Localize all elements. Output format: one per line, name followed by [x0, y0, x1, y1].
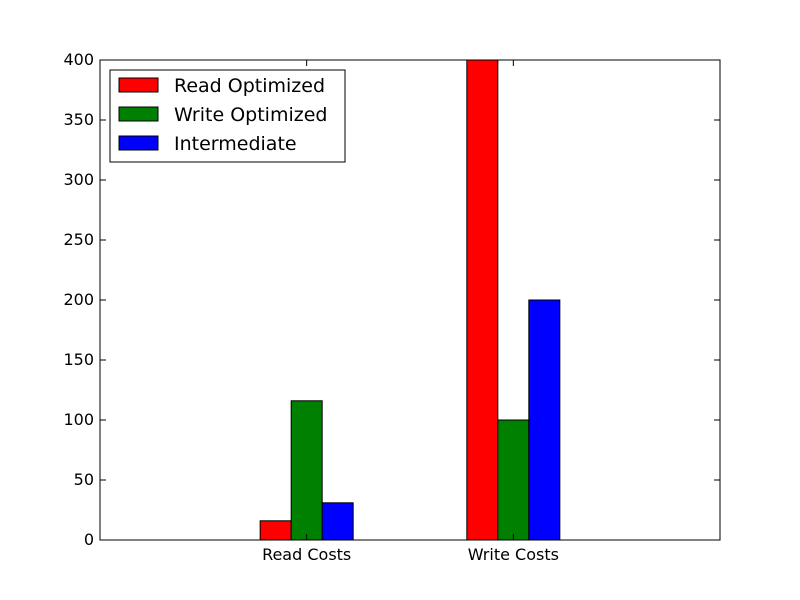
ticks-layer: 0 50 100 150 200 250 300 350 400 Read Costs Write …	[63, 50, 720, 564]
bar-write-optimized-read-costs	[290, 400, 323, 541]
bar-read-optimized-read-costs	[259, 520, 292, 541]
bar-intermediate-write-costs	[528, 299, 561, 541]
legend-swatch-intermediate	[118, 135, 159, 151]
legend-swatch-read-optimized	[118, 77, 159, 93]
y-tick-label: 400	[63, 50, 94, 69]
x-tick-label: Read Costs	[262, 545, 351, 564]
legend: Read Optimized Write Optimized Intermediat…	[109, 69, 346, 163]
x-tick-label: Write Costs	[468, 545, 559, 564]
y-tick-label: 150	[63, 350, 94, 369]
y-tick-label: 200	[63, 290, 94, 309]
y-tick-label: 300	[63, 170, 94, 189]
bar-intermediate-read-costs	[321, 502, 354, 541]
bars-layer	[259, 59, 561, 541]
legend-label-write-optimized: Write Optimized	[174, 104, 327, 126]
y-tick-label: 50	[74, 470, 94, 489]
y-tick-label: 100	[63, 410, 94, 429]
y-tick-label: 0	[84, 530, 94, 549]
legend-label-intermediate: Intermediate	[174, 133, 297, 155]
bar-write-optimized-write-costs	[497, 419, 530, 541]
y-tick-label: 350	[63, 110, 94, 129]
bar-read-optimized-write-costs	[466, 59, 499, 541]
y-tick-label: 250	[63, 230, 94, 249]
legend-swatch-write-optimized	[118, 106, 159, 122]
legend-label-read-optimized: Read Optimized	[174, 75, 325, 97]
